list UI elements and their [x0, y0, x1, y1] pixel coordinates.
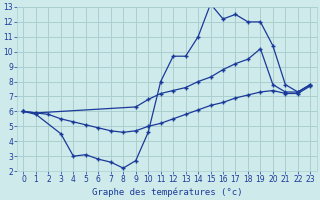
X-axis label: Graphe des températures (°c): Graphe des températures (°c) [92, 187, 242, 197]
